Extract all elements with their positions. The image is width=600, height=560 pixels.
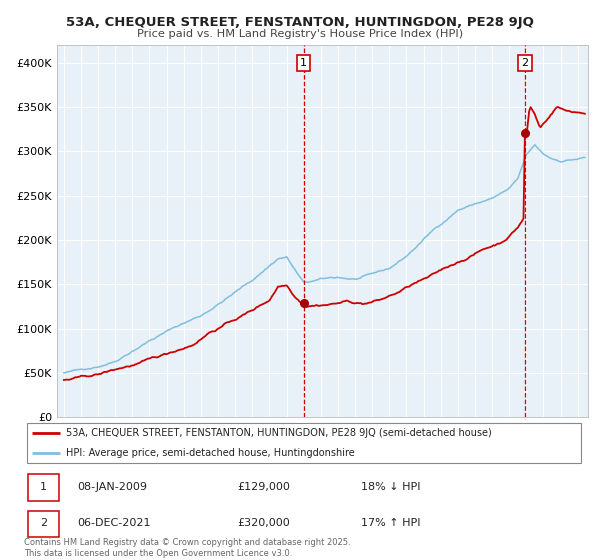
Text: 18% ↓ HPI: 18% ↓ HPI <box>361 482 420 492</box>
Text: 2: 2 <box>521 58 529 68</box>
Text: £320,000: £320,000 <box>237 519 290 529</box>
Text: 1: 1 <box>300 58 307 68</box>
Text: HPI: Average price, semi-detached house, Huntingdonshire: HPI: Average price, semi-detached house,… <box>66 448 355 458</box>
FancyBboxPatch shape <box>28 511 59 538</box>
FancyBboxPatch shape <box>28 474 59 501</box>
Text: 08-JAN-2009: 08-JAN-2009 <box>77 482 147 492</box>
Text: 06-DEC-2021: 06-DEC-2021 <box>77 519 151 529</box>
Text: £129,000: £129,000 <box>237 482 290 492</box>
FancyBboxPatch shape <box>27 423 581 463</box>
Text: 1: 1 <box>40 482 47 492</box>
Text: Contains HM Land Registry data © Crown copyright and database right 2025.
This d: Contains HM Land Registry data © Crown c… <box>24 538 350 558</box>
Text: 17% ↑ HPI: 17% ↑ HPI <box>361 519 420 529</box>
Text: 2: 2 <box>40 519 47 529</box>
Text: 53A, CHEQUER STREET, FENSTANTON, HUNTINGDON, PE28 9JQ (semi-detached house): 53A, CHEQUER STREET, FENSTANTON, HUNTING… <box>66 428 492 438</box>
Text: Price paid vs. HM Land Registry's House Price Index (HPI): Price paid vs. HM Land Registry's House … <box>137 29 463 39</box>
Text: 53A, CHEQUER STREET, FENSTANTON, HUNTINGDON, PE28 9JQ: 53A, CHEQUER STREET, FENSTANTON, HUNTING… <box>66 16 534 29</box>
